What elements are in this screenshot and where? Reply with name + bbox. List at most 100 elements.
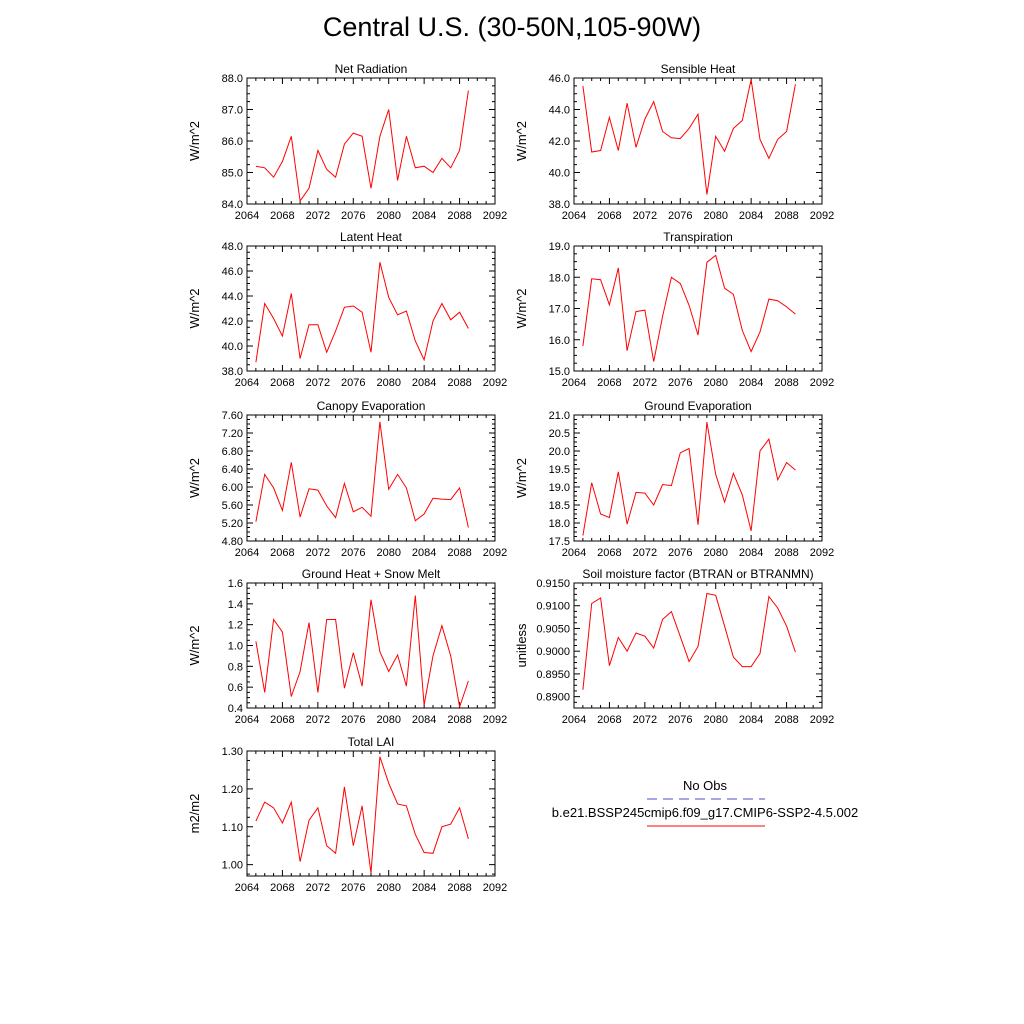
legend-line-obs bbox=[520, 793, 890, 805]
panel-title: Ground Evaporation bbox=[644, 399, 751, 413]
x-tick-label: 2072 bbox=[306, 547, 330, 559]
y-tick-label: 42.0 bbox=[549, 136, 570, 148]
y-tick-label: 17.5 bbox=[549, 536, 570, 548]
panel-6: Ground Evaporation W/m^2 2064 2068 2072 2076 2… bbox=[514, 399, 834, 559]
y-tick-label: 6.00 bbox=[222, 482, 243, 494]
x-tick-label: 2068 bbox=[270, 882, 294, 894]
y-axis-label: W/m^2 bbox=[187, 625, 202, 665]
x-tick-label: 2080 bbox=[376, 210, 400, 222]
y-tick-label: 1.4 bbox=[228, 599, 243, 611]
x-tick-label: 2092 bbox=[483, 882, 507, 894]
x-tick-label: 2068 bbox=[270, 714, 294, 726]
x-tick-label: 2088 bbox=[447, 210, 471, 222]
panel-4: Transpiration W/m^2 2064 2068 2072 2076 2080 20… bbox=[514, 230, 834, 389]
x-tick-label: 2092 bbox=[810, 547, 834, 559]
y-tick-label: 0.4 bbox=[228, 703, 243, 715]
x-tick-label: 2092 bbox=[483, 547, 507, 559]
y-axis-label: unitless bbox=[514, 623, 529, 668]
legend-line-model bbox=[520, 820, 890, 832]
x-tick-label: 2088 bbox=[774, 377, 798, 389]
y-tick-label: 1.2 bbox=[228, 620, 243, 632]
x-tick-label: 2092 bbox=[483, 210, 507, 222]
y-tick-label: 42.0 bbox=[222, 316, 243, 328]
y-tick-label: 0.9050 bbox=[536, 623, 570, 635]
panel-title: Latent Heat bbox=[340, 230, 403, 244]
x-tick-label: 2072 bbox=[306, 377, 330, 389]
panel-frame bbox=[246, 77, 496, 205]
y-tick-label: 85.0 bbox=[222, 168, 243, 180]
x-tick-label: 2080 bbox=[376, 377, 400, 389]
panel-frame bbox=[573, 77, 823, 205]
series-line bbox=[582, 79, 796, 195]
x-tick-label: 2080 bbox=[703, 714, 727, 726]
y-tick-label: 48.0 bbox=[222, 241, 243, 253]
y-tick-label: 38.0 bbox=[549, 199, 570, 211]
y-tick-label: 7.60 bbox=[222, 410, 243, 422]
x-tick-label: 2068 bbox=[270, 547, 294, 559]
x-tick-label: 2064 bbox=[235, 714, 259, 726]
x-tick-label: 2072 bbox=[306, 210, 330, 222]
x-tick-label: 2084 bbox=[739, 377, 763, 389]
series-line bbox=[582, 422, 796, 536]
x-tick-label: 2080 bbox=[376, 714, 400, 726]
y-tick-label: 1.0 bbox=[228, 641, 243, 653]
y-tick-label: 46.0 bbox=[222, 266, 243, 278]
panel-3: Latent Heat W/m^2 2064 2068 2072 2076 2080 2084… bbox=[187, 230, 507, 389]
panel-title: Canopy Evaporation bbox=[317, 399, 426, 413]
y-tick-label: 17.0 bbox=[549, 304, 570, 316]
y-tick-label: 0.6 bbox=[228, 682, 243, 694]
panel-7: Ground Heat + Snow Melt W/m^2 2064 2068 2072… bbox=[187, 567, 507, 726]
x-tick-label: 2092 bbox=[810, 377, 834, 389]
y-axis-label: W/m^2 bbox=[514, 288, 529, 328]
x-tick-label: 2072 bbox=[633, 210, 657, 222]
x-tick-label: 2088 bbox=[447, 714, 471, 726]
x-tick-label: 2084 bbox=[412, 882, 436, 894]
x-tick-label: 2076 bbox=[668, 377, 692, 389]
x-tick-label: 2080 bbox=[703, 377, 727, 389]
y-axis-label: W/m^2 bbox=[187, 121, 202, 161]
x-tick-label: 2088 bbox=[774, 210, 798, 222]
y-tick-label: 46.0 bbox=[549, 73, 570, 85]
x-tick-label: 2088 bbox=[447, 882, 471, 894]
y-tick-label: 5.20 bbox=[222, 518, 243, 530]
panel-title: Transpiration bbox=[663, 230, 733, 244]
legend-label-model: b.e21.BSSP245cmip6.f09_g17.CMIP6-SSP2-4.… bbox=[551, 805, 859, 820]
panel-title: Sensible Heat bbox=[661, 62, 736, 76]
y-axis-label: m2/m2 bbox=[187, 794, 202, 834]
x-tick-label: 2072 bbox=[633, 377, 657, 389]
x-tick-label: 2076 bbox=[341, 377, 365, 389]
y-tick-label: 20.0 bbox=[549, 446, 570, 458]
x-tick-label: 2064 bbox=[562, 210, 586, 222]
x-tick-label: 2072 bbox=[633, 714, 657, 726]
y-tick-label: 1.20 bbox=[222, 784, 243, 796]
y-tick-label: 15.0 bbox=[549, 366, 570, 378]
x-tick-label: 2064 bbox=[235, 377, 259, 389]
x-tick-label: 2064 bbox=[562, 547, 586, 559]
x-tick-label: 2076 bbox=[341, 547, 365, 559]
y-tick-label: 19.5 bbox=[549, 464, 570, 476]
y-tick-label: 0.9150 bbox=[536, 578, 570, 590]
x-tick-label: 2084 bbox=[412, 547, 436, 559]
x-tick-label: 2068 bbox=[597, 210, 621, 222]
x-tick-label: 2084 bbox=[739, 210, 763, 222]
x-tick-label: 2076 bbox=[341, 714, 365, 726]
panel-title: Net Radiation bbox=[335, 62, 408, 76]
y-tick-label: 21.0 bbox=[549, 410, 570, 422]
y-axis-label: W/m^2 bbox=[187, 288, 202, 328]
y-tick-label: 86.0 bbox=[222, 136, 243, 148]
x-tick-label: 2076 bbox=[668, 714, 692, 726]
y-tick-label: 88.0 bbox=[222, 73, 243, 85]
series-line bbox=[255, 595, 469, 708]
x-tick-label: 2064 bbox=[562, 377, 586, 389]
panel-2: Sensible Heat W/m^2 2064 2068 2072 2076 2080 20… bbox=[514, 62, 834, 222]
x-tick-label: 2084 bbox=[739, 714, 763, 726]
panel-frame bbox=[573, 245, 823, 372]
x-tick-label: 2068 bbox=[597, 714, 621, 726]
x-tick-label: 2092 bbox=[810, 714, 834, 726]
panel-8: Soil moisture factor (BTRAN or BTRANMN) u… bbox=[514, 567, 834, 726]
x-tick-label: 2080 bbox=[376, 547, 400, 559]
y-tick-label: 6.80 bbox=[222, 446, 243, 458]
panel-9: Total LAI m2/m2 2064 2068 2072 2076 2080 2084 20… bbox=[187, 735, 507, 894]
x-tick-label: 2068 bbox=[597, 377, 621, 389]
